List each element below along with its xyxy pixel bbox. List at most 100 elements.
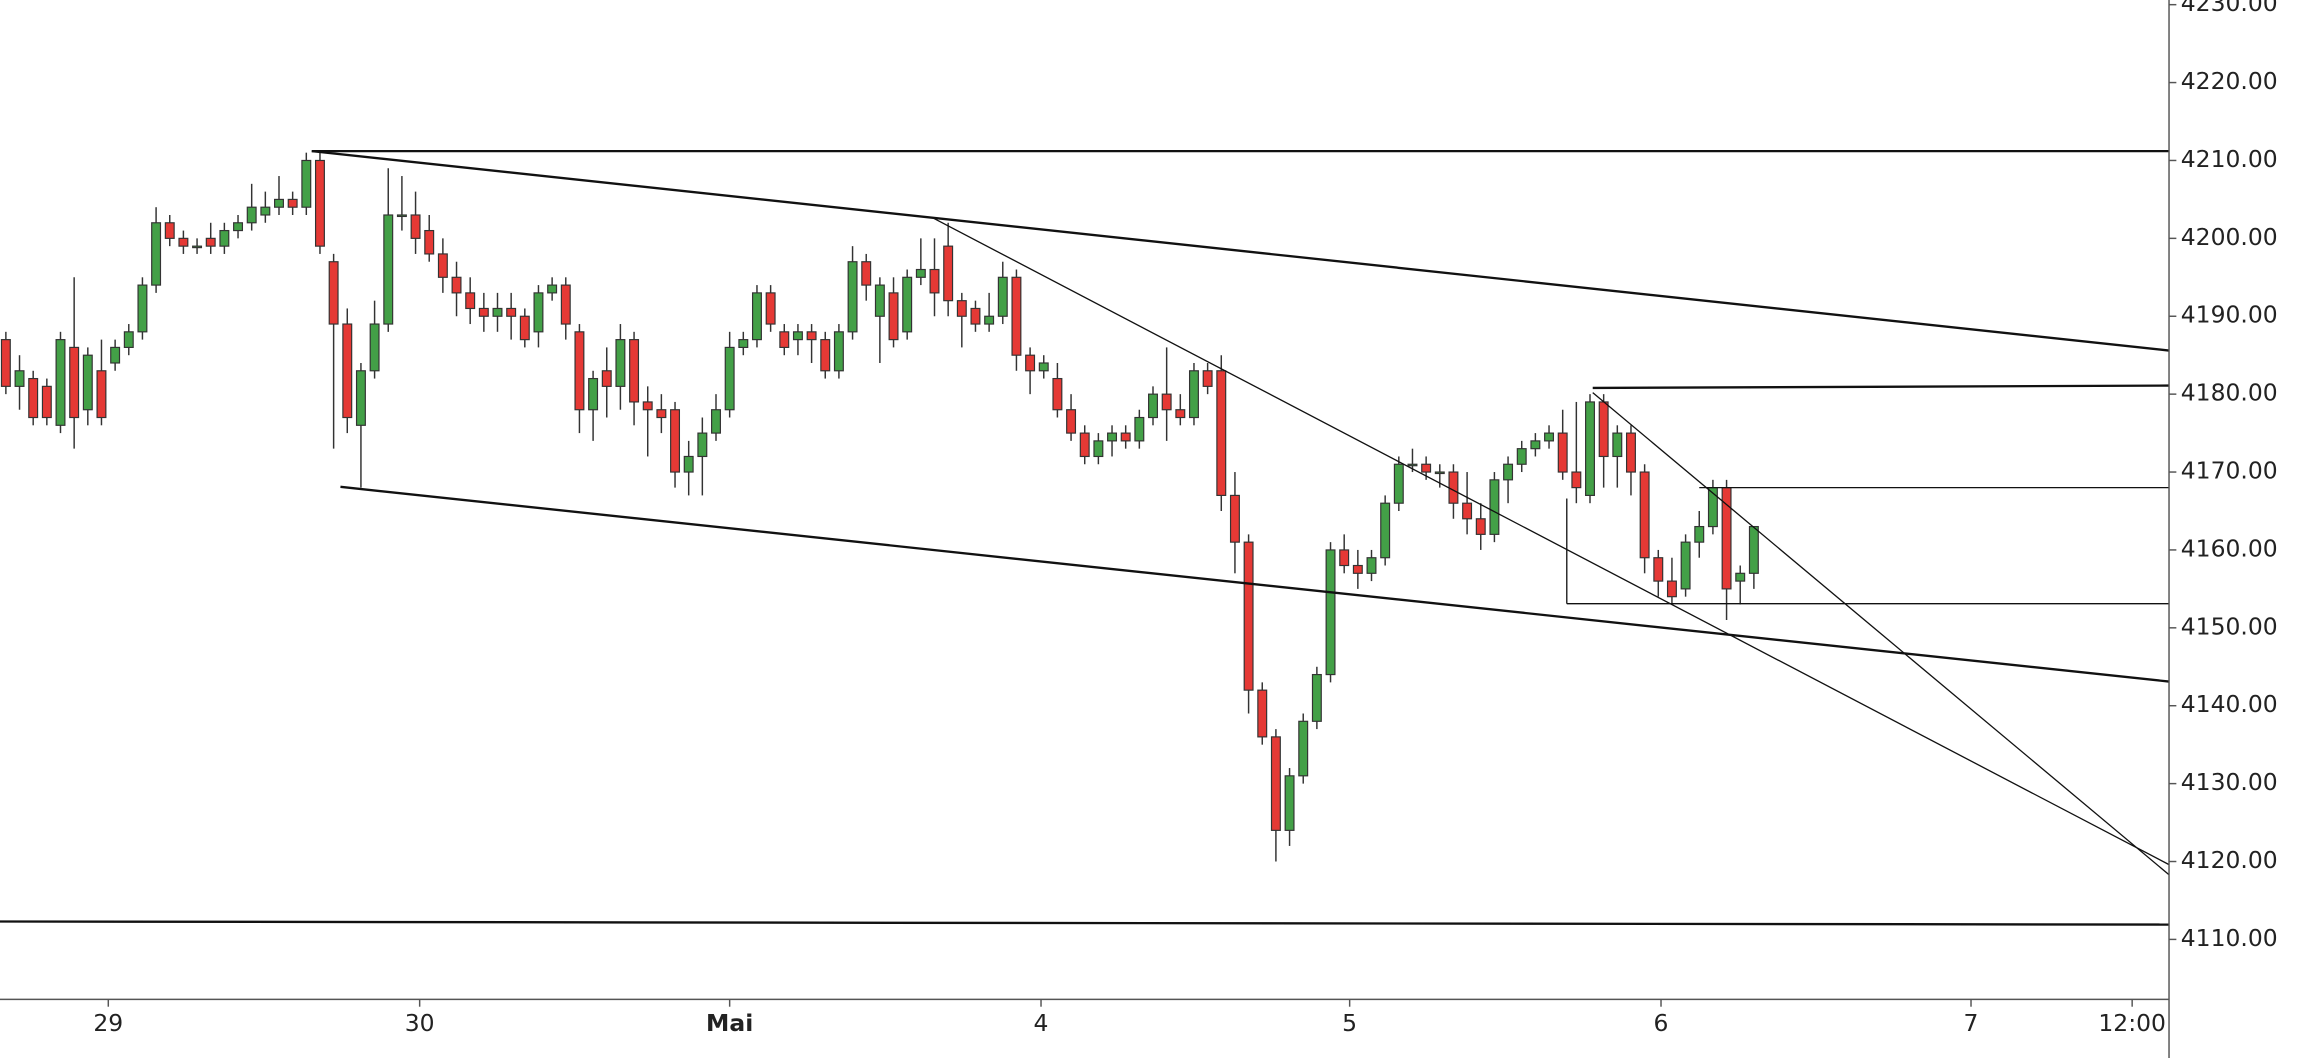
candle-body xyxy=(1011,276,1022,356)
candle-body xyxy=(1107,432,1118,442)
candle-body xyxy=(1585,401,1595,496)
candle-body xyxy=(560,284,571,325)
y-tick-label: 4190.00 xyxy=(2181,301,2278,329)
candle-body xyxy=(1339,549,1350,567)
y-tick-label: 4160.00 xyxy=(2181,534,2278,562)
candle-body xyxy=(314,159,325,247)
candle-body xyxy=(219,229,230,247)
candle-body xyxy=(1243,541,1254,691)
candle-body xyxy=(915,268,926,278)
candle-body xyxy=(1270,736,1281,831)
trend-line xyxy=(1592,392,2170,876)
candle-body xyxy=(847,261,858,333)
candle-body xyxy=(396,214,407,218)
y-tick-label: 4230.00 xyxy=(2181,0,2278,17)
candle-body xyxy=(410,214,421,239)
candle-body xyxy=(274,198,284,208)
candle-body xyxy=(765,292,776,325)
candle-body xyxy=(1229,494,1240,543)
candle-body xyxy=(861,261,872,286)
candle-body xyxy=(1612,432,1623,458)
x-tick-label: 5 xyxy=(1342,1009,1357,1037)
candle-body xyxy=(1489,479,1500,535)
candle-body xyxy=(1666,580,1677,598)
candle-body xyxy=(1393,463,1404,504)
candle-body xyxy=(1653,557,1664,582)
x-tick-label: 12:00 xyxy=(2098,1009,2166,1037)
candle-body xyxy=(1571,471,1582,489)
candle-body xyxy=(369,323,380,372)
candle-body xyxy=(137,284,148,333)
x-tick-label: 7 xyxy=(1964,1009,1979,1037)
y-tick-label: 4130.00 xyxy=(2181,768,2278,796)
candle-body xyxy=(1735,572,1746,582)
candle-body xyxy=(1421,463,1432,473)
candle-body xyxy=(1216,370,1227,496)
candle-body xyxy=(1093,440,1104,458)
candle-body xyxy=(1175,409,1186,419)
candle-body xyxy=(970,307,981,325)
candle-body xyxy=(437,253,448,278)
trend-line xyxy=(311,149,2170,352)
candle-body xyxy=(588,377,599,411)
candle-body xyxy=(724,346,735,411)
y-tick-label: 4180.00 xyxy=(2181,379,2278,407)
candle-body xyxy=(615,339,626,387)
candle-body xyxy=(738,339,749,348)
candle-body xyxy=(424,229,435,255)
candle-body xyxy=(547,284,558,294)
y-tick-label: 4200.00 xyxy=(2181,223,2278,251)
candle-body xyxy=(301,159,312,208)
candle-body xyxy=(806,331,817,341)
candle-body xyxy=(1380,502,1391,559)
candle-body xyxy=(1598,401,1609,458)
candle-body xyxy=(1625,432,1636,473)
candle-body xyxy=(1202,370,1213,387)
candle-body xyxy=(1366,557,1377,574)
candle-body xyxy=(192,245,203,249)
candle-body xyxy=(1025,354,1036,372)
trend-line xyxy=(340,485,2170,683)
x-tick-label: 4 xyxy=(1034,1009,1049,1037)
candle-body xyxy=(1680,541,1691,590)
candle-body xyxy=(670,409,681,473)
candle-body xyxy=(1257,689,1268,738)
candle-body xyxy=(697,432,708,458)
trend-line xyxy=(1592,384,2170,390)
candle-body xyxy=(833,331,844,372)
candle-body xyxy=(260,206,271,216)
candle-body xyxy=(465,292,476,310)
candle-body xyxy=(574,331,585,411)
candle-body xyxy=(233,222,244,232)
x-tick-label: 29 xyxy=(93,1009,123,1037)
candle-body xyxy=(1544,432,1555,442)
candle-body xyxy=(1530,440,1541,450)
y-tick-label: 4150.00 xyxy=(2181,612,2278,640)
x-tick-label: Mai xyxy=(706,1009,753,1037)
candle-body xyxy=(1407,463,1418,467)
candle-body xyxy=(478,307,489,317)
candle-body xyxy=(1052,377,1063,411)
x-tick-label: 6 xyxy=(1654,1009,1669,1037)
candle-body xyxy=(601,370,612,387)
candle-body xyxy=(984,315,995,325)
candle-body xyxy=(656,409,667,419)
candle-body xyxy=(997,276,1008,317)
candle-body xyxy=(751,292,762,341)
candle-body xyxy=(164,222,175,239)
candle-body xyxy=(533,292,544,333)
candle-body xyxy=(1134,416,1145,442)
candle-body xyxy=(1038,362,1049,372)
candle-body xyxy=(629,339,640,403)
candle-body xyxy=(342,323,353,419)
candle-body xyxy=(55,339,66,426)
candle-body xyxy=(1503,463,1514,481)
candle-body xyxy=(1462,502,1473,520)
candle-body xyxy=(451,276,462,294)
candle-body xyxy=(506,307,517,317)
candle-body xyxy=(1325,549,1336,676)
candle-body xyxy=(1448,471,1459,504)
candle-body xyxy=(820,339,831,372)
candle-body xyxy=(1120,432,1131,442)
candle-body xyxy=(1298,720,1309,777)
